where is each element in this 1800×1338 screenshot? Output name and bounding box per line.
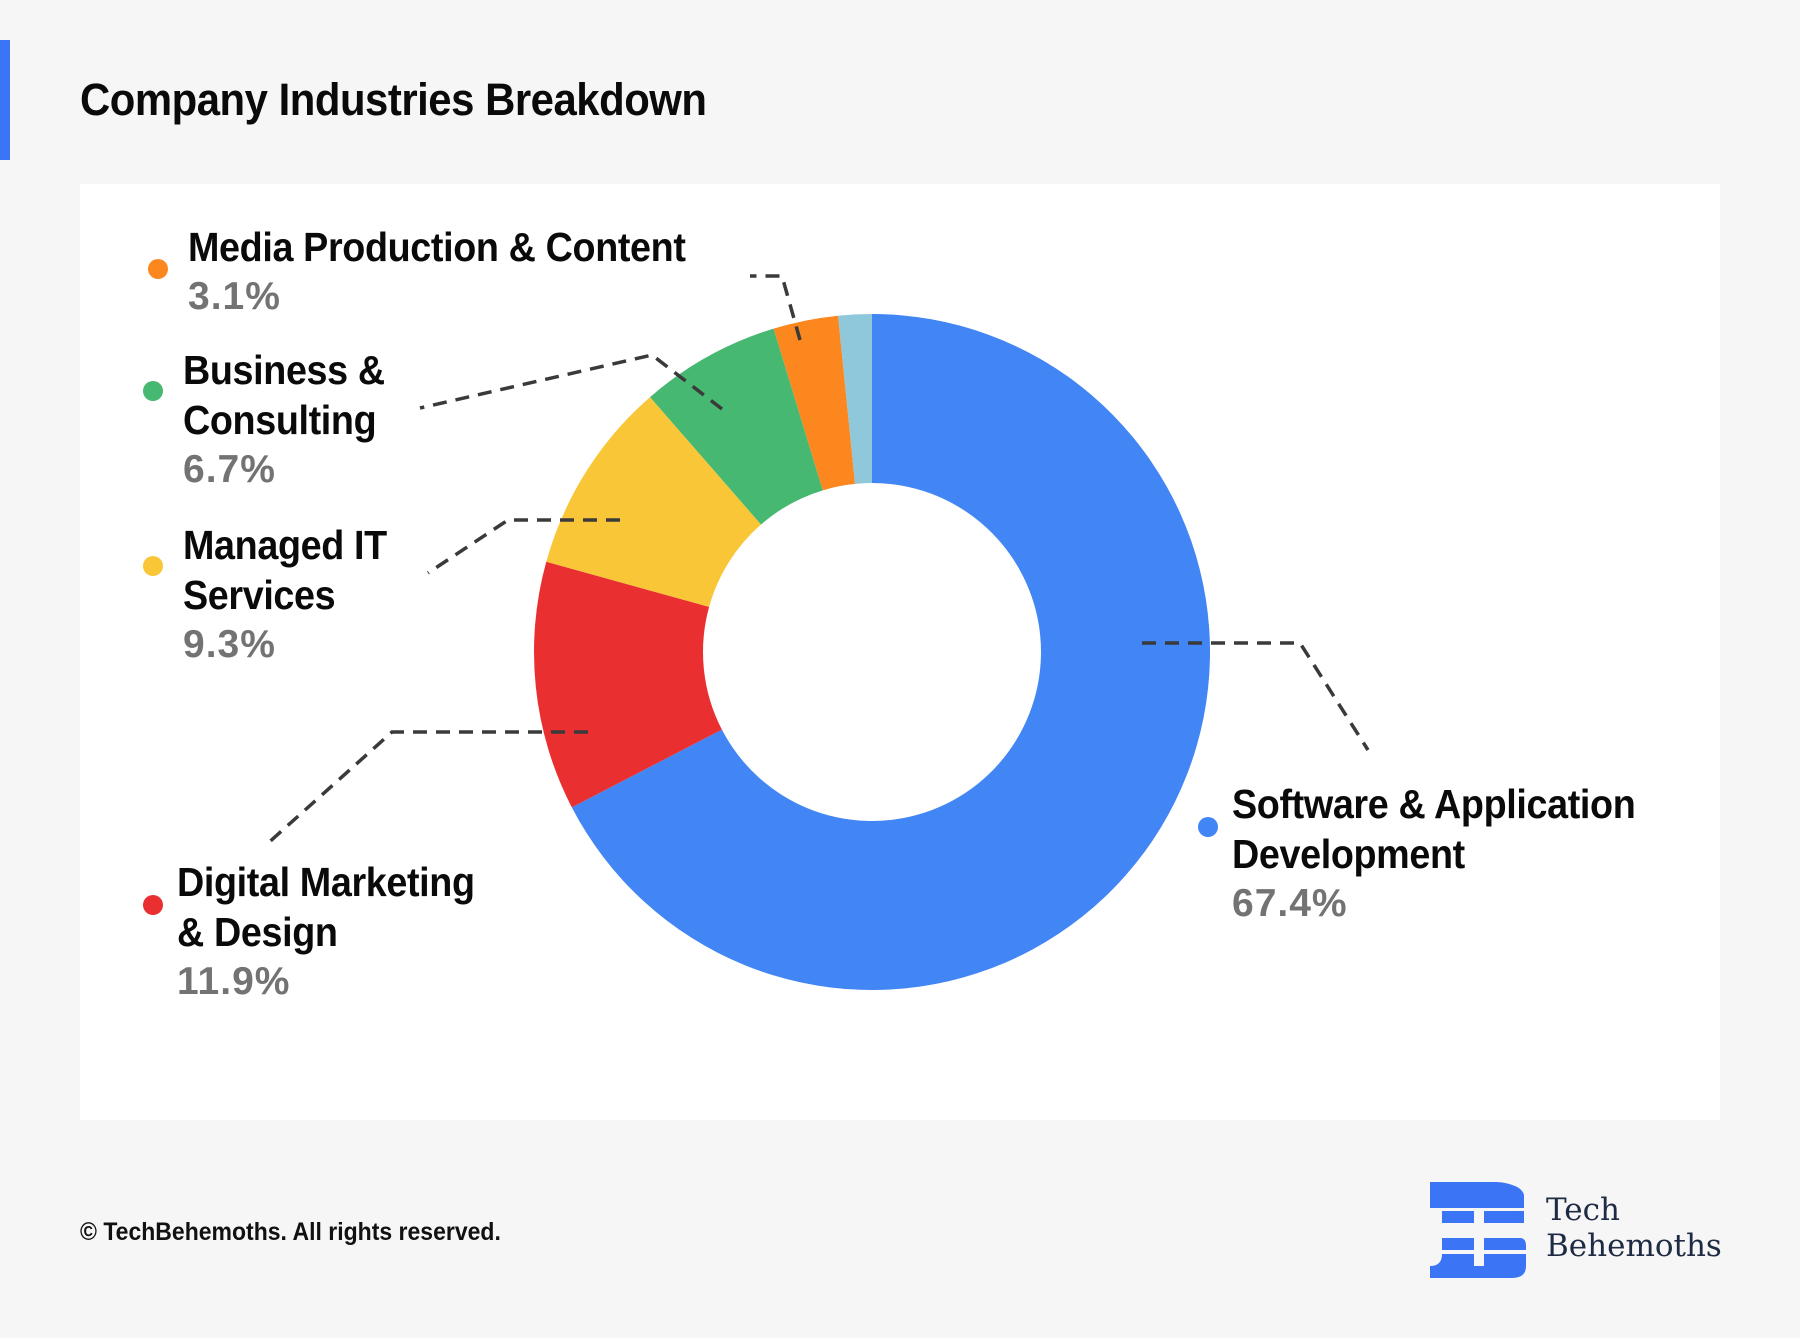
leader-lines (264, 274, 1370, 847)
digital-dot-icon (143, 895, 163, 915)
label-managed-name: Managed IT Services (183, 522, 387, 618)
copyright-text: © TechBehemoths. All rights reserved. (80, 1218, 501, 1246)
donut-slice-business-consulting (650, 328, 823, 525)
page-title: Company Industries Breakdown (80, 74, 707, 125)
logo-line-2: Behemoths (1546, 1228, 1722, 1264)
title-accent-bar (0, 40, 10, 160)
leader-line-software (1142, 641, 1370, 751)
label-software-name: Software & Application Development (1232, 781, 1636, 877)
label-business-pct: 6.7% (183, 448, 276, 491)
label-media-pct: 3.1% (188, 275, 281, 318)
label-managed-pct: 9.3% (183, 623, 276, 666)
donut-slices (534, 314, 1210, 991)
label-business-name: Business & Consulting (183, 347, 385, 443)
leader-line-business (419, 353, 724, 411)
donut-slice-managed-it-services (546, 397, 762, 607)
managed-dot-icon (143, 556, 163, 576)
label-software-pct: 67.4% (1232, 882, 1348, 925)
leader-line-digital (264, 730, 588, 847)
label-digital-name: Digital Marketing & Design (177, 859, 475, 955)
donut-slice-software-application-development (571, 314, 1210, 991)
media-dot-icon (148, 259, 168, 279)
label-digital-pct: 11.9% (177, 960, 291, 1003)
donut-slice-other (838, 314, 872, 484)
techbehemoths-logo-icon (1430, 1182, 1526, 1278)
business-dot-icon (143, 381, 163, 401)
label-media-name: Media Production & Content (188, 224, 686, 270)
software-dot-icon (1198, 817, 1218, 837)
label-software: Software & Application Development 67.4% (1198, 779, 1670, 929)
label-digital: Digital Marketing & Design 11.9% (143, 857, 501, 1007)
donut-slice-media-production-content (773, 315, 856, 491)
label-media: Media Production & Content 3.1% (148, 222, 729, 322)
label-business: Business & Consulting 6.7% (143, 345, 402, 495)
logo-line-1: Tech (1546, 1192, 1620, 1228)
donut-slice-digital-marketing-design (534, 561, 722, 808)
label-managed: Managed IT Services 9.3% (143, 520, 405, 670)
logo-wordmark: Tech Behemoths (1546, 1192, 1722, 1264)
